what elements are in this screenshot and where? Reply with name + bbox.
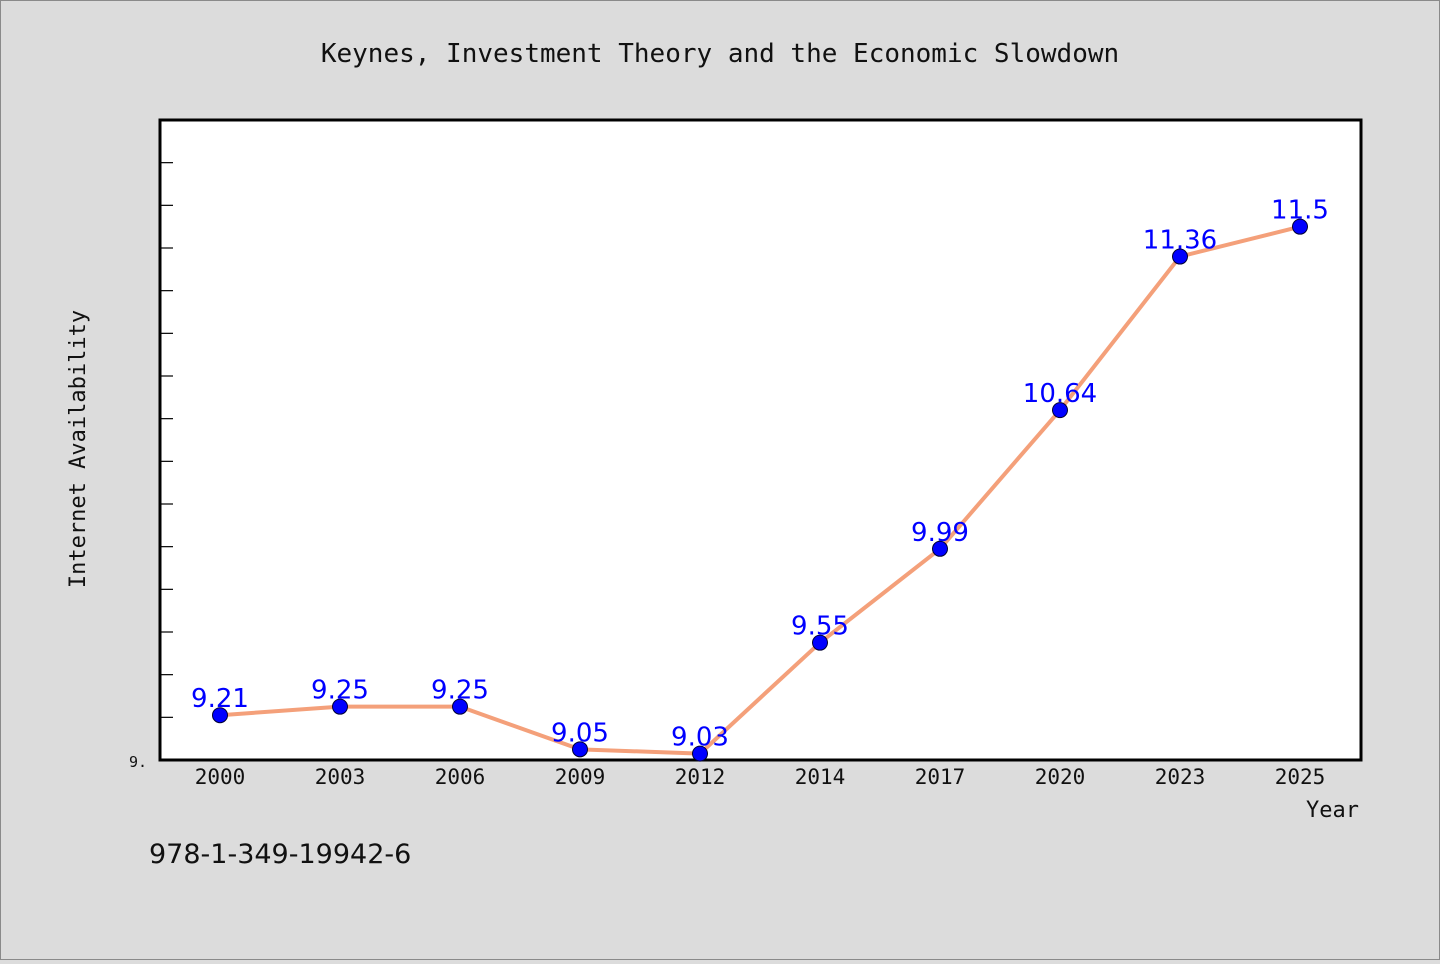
data-point [1292, 218, 1308, 235]
x-tick-label: 2003 [315, 765, 366, 789]
x-tick-label: 2000 [195, 765, 246, 789]
x-tick-label: 2020 [1035, 765, 1086, 789]
x-tick-label: 2023 [1155, 765, 1206, 789]
data-label: 10.64 [1023, 379, 1097, 409]
data-point [332, 698, 348, 715]
data-point [932, 540, 948, 557]
data-label: 9.25 [311, 676, 369, 706]
data-point [692, 745, 708, 762]
x-tick-label: 2012 [675, 765, 726, 789]
data-label: 9.25 [431, 676, 489, 706]
plot-area [158, 118, 1363, 762]
data-point [1172, 248, 1188, 265]
x-tick-label: 2025 [1275, 765, 1326, 789]
x-axis-label: Year [1306, 798, 1359, 823]
data-point [1052, 402, 1068, 419]
y-tick-label: 9. [129, 753, 147, 771]
data-label: 9.21 [191, 684, 249, 714]
data-label: 11.36 [1143, 226, 1217, 256]
data-label: 9.05 [551, 718, 609, 748]
x-tick-label: 2006 [435, 765, 486, 789]
data-label: 9.03 [671, 723, 729, 753]
chart-title: Keynes, Investment Theory and the Econom… [321, 39, 1119, 69]
x-tick-label: 2014 [795, 765, 846, 789]
data-label: 9.99 [911, 518, 969, 548]
data-point [452, 698, 468, 715]
series-markers [212, 218, 1308, 762]
data-label: 11.5 [1271, 196, 1329, 226]
data-labels: 9.21 9.25 9.25 9.05 9.03 9.55 9.99 10.64 11.36 11… [191, 196, 1329, 753]
data-point [812, 634, 828, 651]
y-axis-ticks [160, 119, 173, 718]
data-label: 9.55 [791, 612, 849, 642]
y-axis-label: Internet Availability [66, 310, 91, 588]
footer-isbn: 978-1-349-19942-6 [149, 839, 411, 870]
x-axis-tick-labels: 2000 2003 2006 2009 2012 2014 2017 2020 2023 2025 [195, 765, 1326, 789]
x-tick-label: 2009 [555, 765, 606, 789]
series-line [218, 224, 1302, 756]
data-point [212, 707, 228, 724]
x-tick-label: 2017 [915, 765, 966, 789]
data-point [572, 741, 588, 758]
